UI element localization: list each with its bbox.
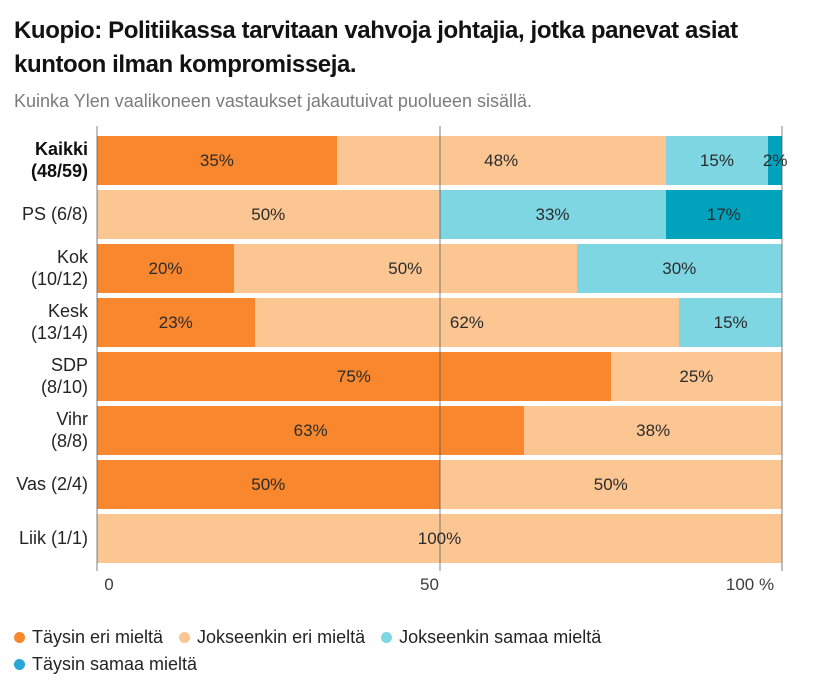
bar-value-label: 50% [251, 204, 286, 224]
chart-row: Vas (2/4) 50% 50% [12, 460, 782, 510]
bar-value-label: 33% [535, 204, 570, 224]
chart-row: PS (6/8) 50% 33% 17% [12, 190, 782, 240]
bar-segment: 15% [679, 298, 782, 348]
axis-tick-label: 0 [104, 575, 114, 595]
bar-segment: 2% [763, 136, 787, 186]
stacked-bar-chart: Kaikki (48/59) 35% 48% 15% 2% PS (6/8) 50% 33% 1… [12, 126, 787, 599]
bar-value-label: 100% [417, 528, 462, 548]
bar-value-label: 75% [336, 366, 371, 386]
bar-value-label: 20% [148, 258, 183, 278]
legend-label: Jokseenkin samaa mieltä [399, 627, 602, 648]
bar-segment: 33% [439, 190, 666, 240]
bar-segment: 50% [234, 244, 577, 294]
bar-value-label: 50% [251, 474, 286, 494]
bar-value-label: 62% [449, 312, 484, 332]
bar-value-label: 25% [679, 366, 714, 386]
legend-item: Jokseenkin samaa mieltä [381, 627, 601, 648]
bar-segment: 35% [97, 136, 337, 186]
bar-value-label: 35% [199, 150, 234, 170]
bar-segment: 62% [254, 298, 680, 348]
chart-row: SDP (8/10) 75% 25% [12, 352, 782, 402]
row-label: SDP (8/10) [40, 354, 88, 397]
bar-track: 100% [97, 514, 782, 564]
bar-segment: 75% [97, 352, 611, 402]
legend-item: Täysin eri mieltä [14, 627, 163, 648]
row-label: Kaikki (48/59) [30, 138, 88, 181]
bar-segment: 15% [665, 136, 769, 186]
bar-segment: 23% [97, 298, 255, 348]
chart-subtitle: Kuinka Ylen vaalikoneen vastaukset jakau… [14, 91, 533, 112]
bar-segment: 38% [524, 406, 782, 456]
bar-value-label: 38% [636, 420, 671, 440]
row-label: Kok (10/12) [30, 246, 88, 289]
bar-value-label: 15% [713, 312, 748, 332]
bar-value-label: 48% [484, 150, 519, 170]
row-label: PS (6/8) [21, 203, 88, 224]
bar-track: 50% 33% 17% [97, 190, 782, 240]
legend-dot-icon [381, 632, 393, 644]
chart-row: Kaikki (48/59) 35% 48% 15% 2% [12, 136, 787, 186]
row-label: Vas (2/4) [16, 473, 88, 494]
chart-row: Kok (10/12) 20% 50% 30% [12, 244, 782, 294]
chart-row: Vihr (8/8) 63% 38% [12, 406, 782, 456]
bar-value-label: 50% [388, 258, 423, 278]
bar-track: 35% 48% 15% 2% [97, 136, 787, 186]
bar-segment: 100% [97, 514, 782, 564]
axis-tick-label: 50 [420, 575, 439, 595]
chart-row: Kesk (13/14) 23% 62% 15% [12, 298, 782, 348]
axis-tick-label: 100 % [725, 575, 775, 595]
chart-title: Kuopio: Politiikassa tarvitaan vahvoja j… [14, 17, 738, 79]
legend-dot-icon [179, 632, 191, 644]
legend-label: Täysin eri mieltä [32, 627, 164, 648]
legend-label: Täysin samaa mieltä [32, 654, 198, 675]
bar-value-label: 17% [706, 204, 741, 224]
bar-segment: 48% [336, 136, 666, 186]
legend-dot-icon [14, 659, 25, 671]
bar-track: 50% 50% [97, 460, 782, 510]
row-label: Liik (1/1) [18, 527, 88, 548]
legend-item: Jokseenkin eri mieltä [179, 627, 365, 648]
bar-segment: 50% [439, 460, 782, 510]
bar-value-label: 2% [762, 150, 788, 170]
bar-value-label: 15% [699, 150, 734, 170]
bar-segment: 17% [665, 190, 782, 240]
bar-rows: Kaikki (48/59) 35% 48% 15% 2% PS (6/8) 50% 33% 1… [12, 136, 787, 564]
bar-segment: 20% [97, 244, 234, 294]
x-axis: 0 50 100 % [104, 575, 774, 599]
bar-value-label: 23% [158, 312, 193, 332]
bar-value-label: 63% [293, 420, 328, 440]
bar-track: 23% 62% 15% [97, 298, 782, 348]
chart-row: Liik (1/1) 100% [12, 514, 782, 564]
bar-value-label: 50% [593, 474, 628, 494]
legend-item: Täysin samaa mieltä [14, 654, 197, 675]
bar-value-label: 30% [662, 258, 697, 278]
bar-track: 75% 25% [97, 352, 782, 402]
legend: Täysin eri mieltä Jokseenkin eri mieltä Jo… [14, 627, 694, 675]
bar-track: 20% 50% 30% [97, 244, 782, 294]
row-label: Vihr (8/8) [50, 408, 88, 451]
bar-segment: 50% [97, 190, 440, 240]
bar-segment: 25% [610, 352, 782, 402]
legend-label: Jokseenkin eri mieltä [197, 627, 366, 648]
bar-segment: 30% [576, 244, 782, 294]
plot-area: Kaikki (48/59) 35% 48% 15% 2% PS (6/8) 50% 33% 1… [12, 126, 787, 572]
bar-track: 63% 38% [97, 406, 782, 456]
row-label: Kesk (13/14) [30, 300, 88, 343]
bar-segment: 63% [97, 406, 525, 456]
bar-segment: 50% [97, 460, 440, 510]
legend-dot-icon [14, 632, 25, 644]
